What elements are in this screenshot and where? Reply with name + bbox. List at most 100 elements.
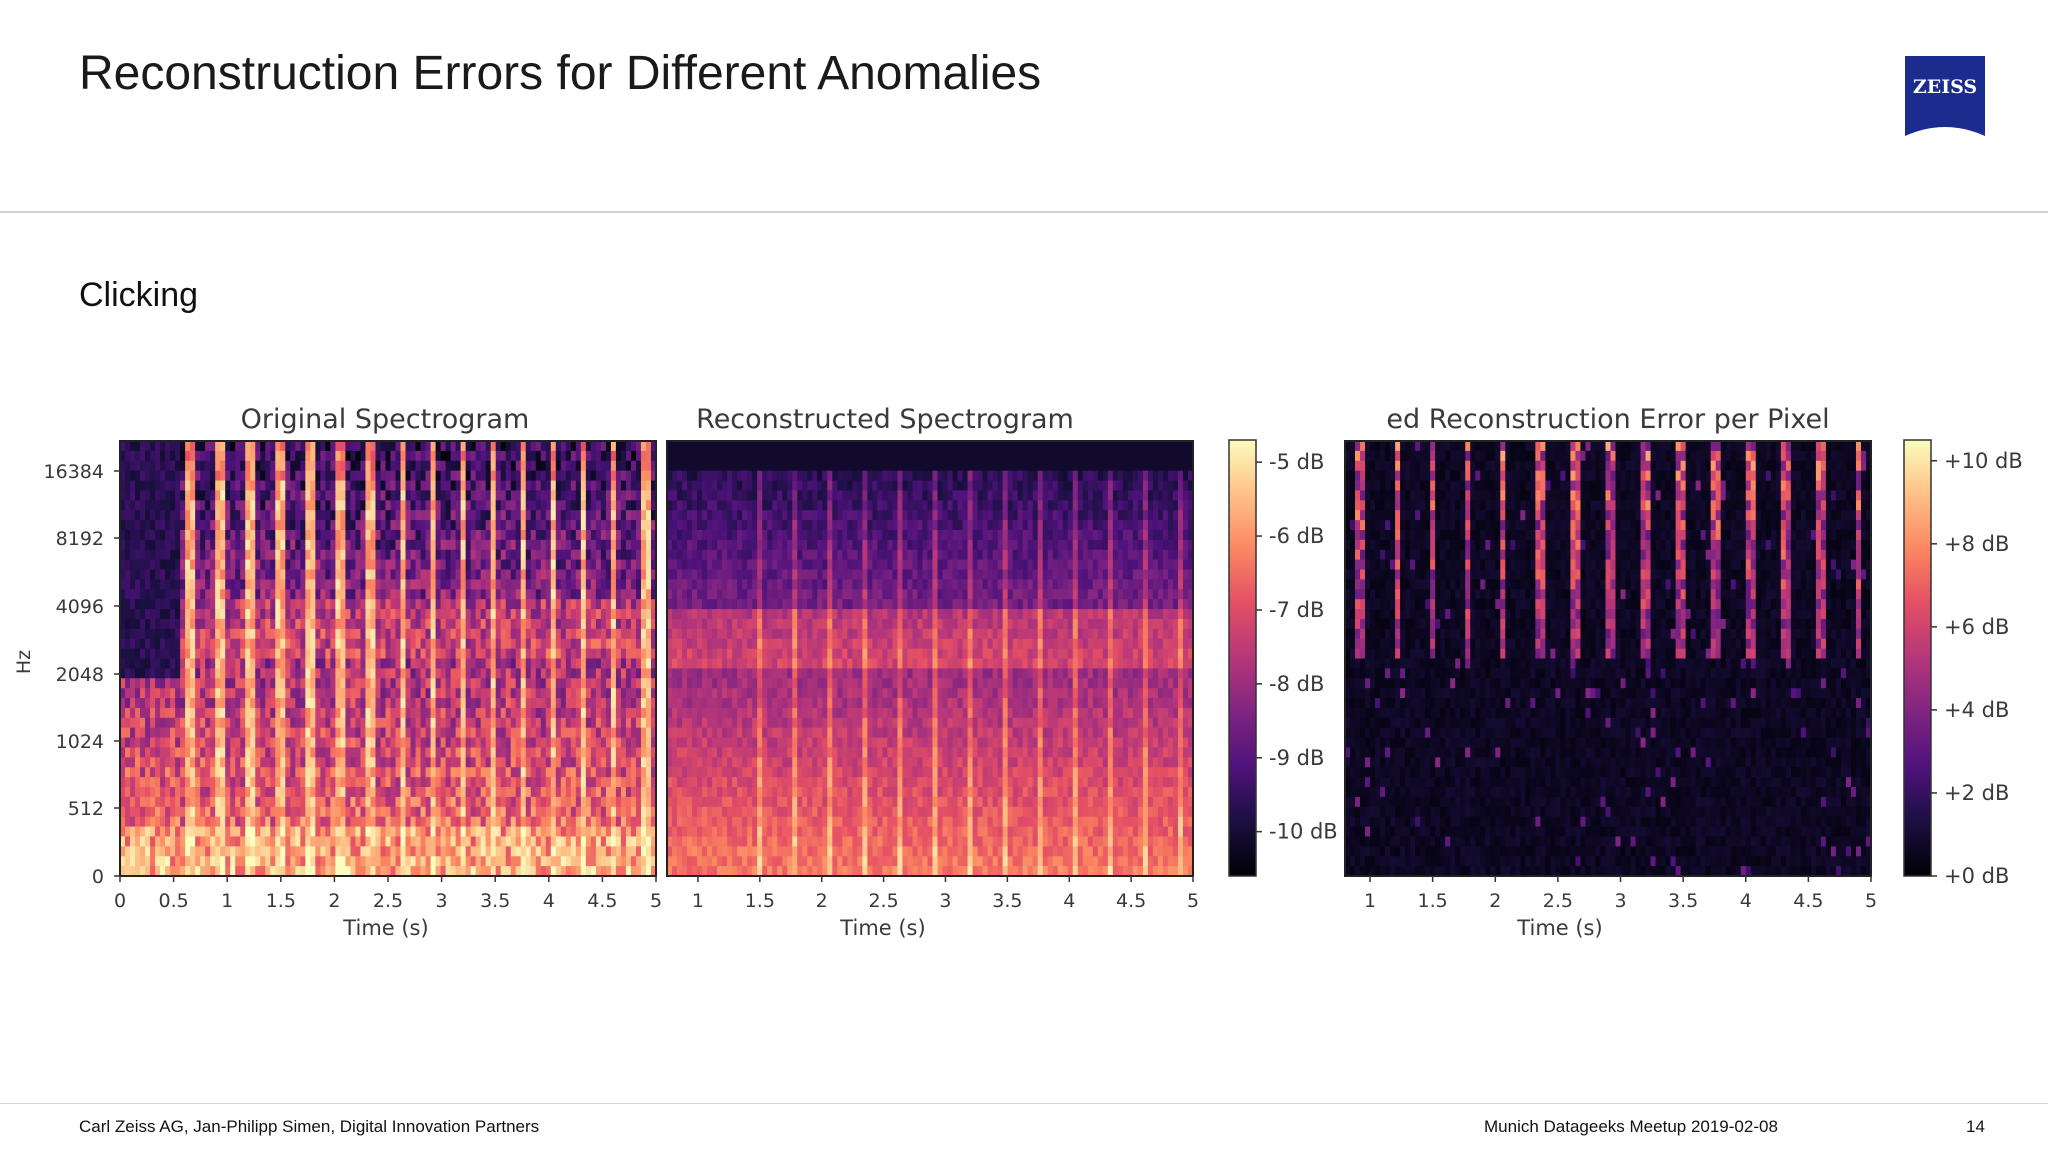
heatmap-cell <box>125 737 131 749</box>
heatmap-cell <box>185 589 191 600</box>
heatmap-cell <box>180 539 186 551</box>
heatmap-cell <box>170 490 176 501</box>
heatmap-cell <box>455 816 462 828</box>
heatmap-cell <box>605 688 612 699</box>
heatmap-cell <box>310 549 316 561</box>
heatmap-cell <box>435 846 442 857</box>
heatmap-cell <box>200 777 206 788</box>
heatmap-cell <box>175 569 181 581</box>
heatmap-cell <box>590 569 597 581</box>
heatmap-cell <box>630 490 637 501</box>
heatmap-cell <box>315 490 321 501</box>
heatmap-cell <box>565 727 572 739</box>
heatmap-cell <box>390 589 397 600</box>
heatmap-cell <box>365 648 372 660</box>
heatmap-cell <box>395 589 402 600</box>
heatmap-cell <box>330 717 336 729</box>
heatmap-cell <box>300 688 306 699</box>
heatmap-cell <box>285 747 291 758</box>
heatmap-cell <box>615 767 622 778</box>
heatmap-cell <box>620 856 627 867</box>
heatmap-cell <box>240 658 246 669</box>
heatmap-cell <box>520 500 527 511</box>
heatmap-cell <box>210 490 216 501</box>
heatmap-cell <box>530 520 537 531</box>
heatmap-cell <box>285 757 291 768</box>
heatmap-cell <box>425 767 432 778</box>
heatmap-cell <box>140 846 146 857</box>
heatmap-cell <box>580 609 587 620</box>
heatmap-cell <box>205 777 211 788</box>
heatmap-cell <box>155 777 161 788</box>
heatmap-cell <box>545 757 552 768</box>
heatmap-cell <box>595 658 602 669</box>
heatmap-cell <box>620 460 627 472</box>
heatmap-cell <box>170 450 176 462</box>
heatmap-cell <box>650 529 657 541</box>
heatmap-cell <box>520 470 527 482</box>
heatmap-cell <box>510 529 517 541</box>
heatmap-cell <box>605 638 612 650</box>
heatmap-cell <box>165 520 171 531</box>
heatmap-cell <box>630 717 637 729</box>
heatmap-cell <box>380 737 387 749</box>
heatmap-cell <box>460 717 467 729</box>
heatmap-cell <box>260 846 266 857</box>
heatmap-cell <box>410 450 417 462</box>
heatmap-cell <box>315 836 321 847</box>
heatmap-cell <box>620 529 627 541</box>
heatmap-cell <box>445 796 452 808</box>
heatmap-cell <box>270 678 276 689</box>
heatmap-cell <box>575 599 582 610</box>
heatmap-cell <box>305 757 311 768</box>
heatmap-cell <box>180 757 186 768</box>
heatmap-cell <box>440 480 447 492</box>
heatmap-cell <box>325 678 331 689</box>
heatmap-cell <box>682 737 688 749</box>
heatmap-cell <box>475 609 482 620</box>
heatmap-cell <box>650 480 657 492</box>
heatmap-cell <box>370 866 377 877</box>
heatmap-cell <box>330 856 336 867</box>
heatmap-cell <box>692 539 698 551</box>
heatmap-cell <box>490 747 497 758</box>
heatmap-cell <box>155 678 161 689</box>
heatmap-cell <box>595 618 602 630</box>
heatmap-cell <box>375 777 382 788</box>
heatmap-cell <box>375 698 382 709</box>
heatmap-cell <box>390 816 397 828</box>
heatmap-cell <box>610 490 617 501</box>
heatmap-cell <box>687 866 693 877</box>
heatmap-cell <box>330 787 336 798</box>
heatmap-cell <box>455 836 462 847</box>
heatmap-cell <box>515 866 522 877</box>
heatmap-cell <box>280 520 286 531</box>
heatmap-cell <box>575 460 582 472</box>
heatmap-cell <box>170 836 176 847</box>
heatmap-cell <box>395 826 402 838</box>
heatmap-cell <box>190 668 196 679</box>
heatmap-cell <box>480 569 487 581</box>
heatmap-cell <box>600 806 607 818</box>
heatmap-cell <box>672 777 678 788</box>
heatmap-cell <box>540 826 547 838</box>
heatmap-cell <box>415 648 422 660</box>
heatmap-cell <box>275 846 281 857</box>
heatmap-cell <box>125 767 131 778</box>
heatmap-cell <box>245 866 251 877</box>
heatmap-cell <box>345 599 352 610</box>
heatmap-cell <box>215 747 221 758</box>
heatmap-cell <box>530 806 537 818</box>
heatmap-cell <box>130 727 136 739</box>
heatmap-cell <box>575 618 582 630</box>
heatmap-cell <box>280 866 286 877</box>
heatmap-cell <box>687 628 693 640</box>
heatmap-cell <box>225 460 231 472</box>
heatmap-cell <box>495 866 502 877</box>
heatmap-cell <box>550 500 557 511</box>
heatmap-cell <box>485 806 492 818</box>
heatmap-cell <box>120 539 126 551</box>
heatmap-cell <box>475 737 482 749</box>
heatmap-cell <box>450 520 457 531</box>
heatmap-cell <box>650 510 657 521</box>
